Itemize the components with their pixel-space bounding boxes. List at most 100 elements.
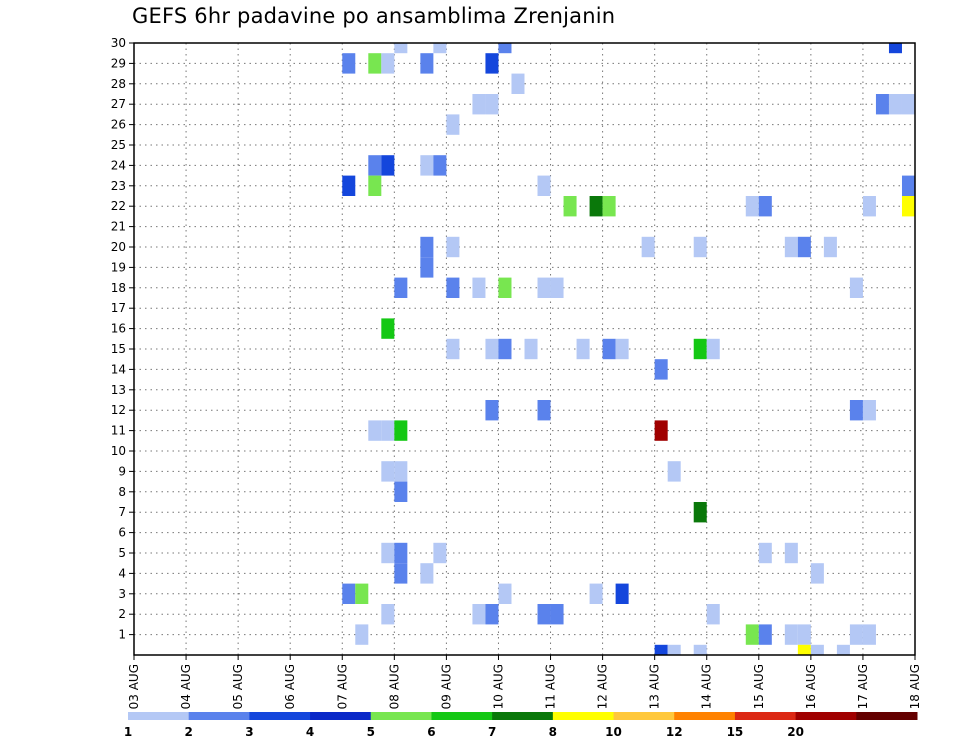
x-tick-label: 13 AUG bbox=[648, 664, 662, 709]
precip-cell bbox=[368, 53, 382, 74]
precip-cell bbox=[394, 563, 408, 584]
colorbar-segment bbox=[795, 712, 857, 720]
precip-cell bbox=[433, 542, 447, 564]
precip-cell bbox=[862, 624, 876, 645]
precip-cell bbox=[849, 624, 863, 645]
y-tick-label: 30 bbox=[111, 36, 126, 50]
precip-cell bbox=[420, 563, 434, 584]
precip-cell bbox=[589, 196, 603, 217]
precip-cell bbox=[654, 359, 668, 380]
y-tick-label: 9 bbox=[118, 464, 126, 478]
precip-cell bbox=[589, 583, 603, 604]
precip-cell bbox=[381, 420, 395, 441]
precip-cell bbox=[394, 461, 408, 482]
precip-cell bbox=[797, 644, 811, 655]
precip-cell bbox=[342, 53, 356, 74]
colorbar-label: 4 bbox=[306, 725, 314, 739]
colorbar-label: 20 bbox=[787, 725, 804, 739]
x-tick-label: 03 AUG bbox=[127, 664, 141, 709]
colorbar-label: 2 bbox=[185, 725, 193, 739]
precip-cell bbox=[472, 277, 486, 298]
x-tick-label: 15 AUG bbox=[752, 664, 766, 709]
precip-cell bbox=[849, 277, 863, 298]
precip-cell bbox=[485, 94, 499, 115]
precip-cell bbox=[485, 53, 499, 74]
x-tick-label: 16 AUG bbox=[804, 664, 818, 709]
x-tick-label: 08 AUG bbox=[387, 664, 401, 709]
precip-cell bbox=[381, 318, 395, 339]
precip-cell bbox=[342, 583, 356, 604]
chart-title: GEFS 6hr padavine po ansamblima Zrenjani… bbox=[132, 4, 616, 28]
precip-cell bbox=[446, 338, 460, 360]
precip-cell bbox=[693, 236, 707, 258]
precip-cell bbox=[446, 114, 460, 135]
precip-cell bbox=[875, 94, 889, 115]
x-tick-label: 14 AUG bbox=[700, 664, 714, 709]
y-tick-label: 18 bbox=[111, 281, 126, 295]
y-tick-label: 19 bbox=[111, 260, 126, 274]
y-tick-label: 5 bbox=[118, 546, 126, 560]
precip-cell bbox=[693, 644, 707, 655]
x-tick-label: 06 AUG bbox=[283, 664, 297, 709]
y-tick-label: 26 bbox=[111, 118, 126, 132]
precip-cell bbox=[758, 542, 772, 564]
precip-cell bbox=[394, 43, 408, 54]
precip-cell bbox=[381, 461, 395, 482]
precip-cell bbox=[368, 420, 382, 441]
colorbar-segment bbox=[249, 712, 311, 720]
y-tick-label: 28 bbox=[111, 77, 126, 91]
precip-cell bbox=[615, 583, 629, 604]
precip-cell bbox=[485, 400, 499, 421]
colorbar-label: 10 bbox=[605, 725, 622, 739]
precip-cell bbox=[901, 196, 915, 217]
precip-cell bbox=[849, 400, 863, 421]
axis-ticks bbox=[129, 42, 916, 660]
colorbar-segment bbox=[128, 712, 190, 720]
precip-cell bbox=[654, 644, 668, 655]
colorbar-label: 5 bbox=[367, 725, 375, 739]
precip-cell bbox=[888, 43, 902, 54]
precip-cell bbox=[381, 604, 395, 625]
y-axis-tick-labels: 1234567891011121314151617181920212223242… bbox=[111, 36, 126, 642]
precip-cell bbox=[498, 338, 512, 360]
y-tick-label: 16 bbox=[111, 322, 126, 336]
colorbar-segment bbox=[492, 712, 554, 720]
precip-cell bbox=[758, 624, 772, 645]
precip-cell bbox=[602, 338, 616, 360]
precip-cell bbox=[420, 53, 434, 74]
y-tick-label: 20 bbox=[111, 240, 126, 254]
precip-cell bbox=[485, 338, 499, 360]
y-tick-label: 4 bbox=[118, 566, 126, 580]
precip-cell bbox=[342, 175, 356, 196]
precip-cell bbox=[576, 338, 590, 360]
precip-cell bbox=[797, 236, 811, 258]
precip-cell bbox=[706, 338, 720, 360]
colorbar-label: 3 bbox=[245, 725, 253, 739]
x-axis-tick-labels: 03 AUG 04 AUG 05 AUG 06 AUG 07 AUG 08 AUG 09 A… bbox=[127, 664, 922, 709]
precip-cell bbox=[810, 563, 824, 584]
y-tick-label: 3 bbox=[118, 587, 126, 601]
x-tick-label: 18 AUG bbox=[908, 664, 922, 709]
y-tick-label: 21 bbox=[111, 220, 126, 234]
y-tick-label: 2 bbox=[118, 607, 126, 621]
precip-cell bbox=[550, 604, 564, 625]
y-tick-label: 1 bbox=[118, 628, 126, 642]
colorbar-label: 15 bbox=[727, 725, 744, 739]
colorbar-segment bbox=[188, 712, 250, 720]
colorbar-label: 8 bbox=[549, 725, 557, 739]
precipitation-cells bbox=[342, 43, 915, 655]
precip-cell bbox=[485, 604, 499, 625]
precip-cell bbox=[641, 236, 655, 258]
precip-cell bbox=[654, 420, 668, 441]
y-tick-label: 6 bbox=[118, 526, 126, 540]
colorbar-segment bbox=[310, 712, 372, 720]
precip-cell bbox=[355, 583, 369, 604]
precip-cell bbox=[394, 420, 408, 441]
precip-cell bbox=[394, 542, 408, 564]
y-tick-label: 8 bbox=[118, 485, 126, 499]
precip-cell bbox=[823, 236, 837, 258]
precip-cell bbox=[550, 277, 564, 298]
precip-cell bbox=[381, 53, 395, 74]
precip-cell bbox=[888, 94, 902, 115]
y-tick-label: 10 bbox=[111, 444, 126, 458]
